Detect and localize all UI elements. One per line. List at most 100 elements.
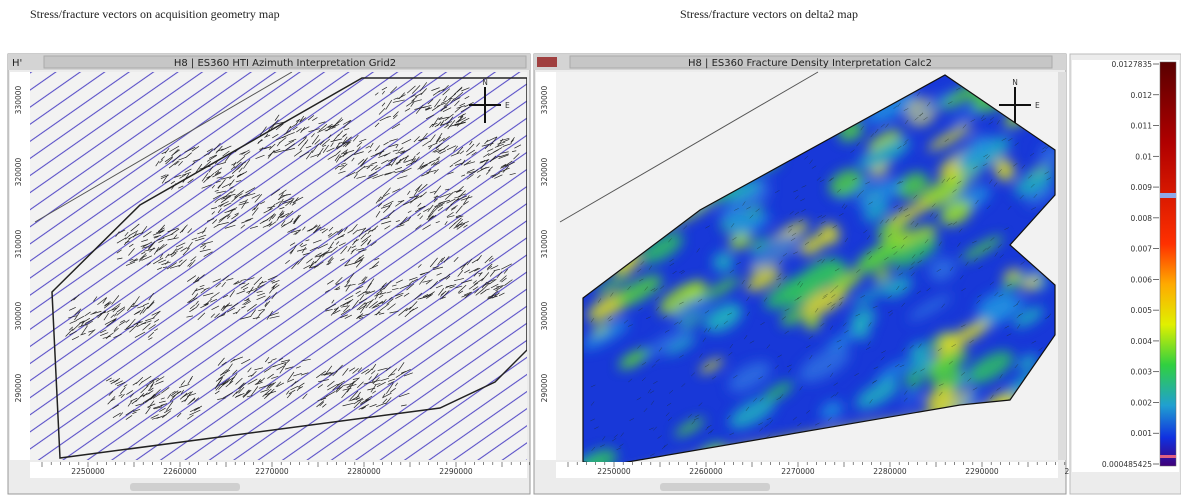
fracture-vector (481, 142, 494, 147)
fracture-vector (791, 232, 797, 236)
fracture-vector (832, 225, 837, 229)
fracture-vector (827, 363, 832, 368)
fracture-vector (766, 344, 771, 349)
scrollbar[interactable] (130, 483, 240, 491)
fracture-vector (202, 227, 207, 234)
fracture-vector (480, 289, 487, 295)
fracture-vector (417, 202, 422, 207)
fracture-vector (344, 314, 352, 319)
fracture-vector (162, 410, 172, 419)
density-blob (873, 269, 892, 283)
fracture-vector (377, 202, 383, 207)
fracture-vector (911, 261, 916, 266)
fracture-vector (195, 163, 203, 173)
fracture-vector (463, 161, 476, 166)
fracture-vector (254, 367, 264, 371)
fracture-vector (662, 315, 668, 319)
x-axis-strip (30, 462, 527, 478)
density-blob (1014, 168, 1054, 197)
fracture-vector (1014, 142, 1019, 146)
fracture-vector (1030, 183, 1035, 188)
fracture-vector (103, 312, 109, 321)
fracture-vector (313, 261, 324, 269)
fracture-vector (211, 184, 215, 189)
fracture-vector (444, 191, 454, 200)
fracture-vector (414, 292, 423, 300)
fracture-vector (425, 107, 433, 111)
y-tick-label: 300000 (540, 301, 549, 330)
fracture-vector (454, 162, 464, 166)
fracture-vector (776, 277, 782, 281)
fracture-vector (424, 107, 430, 110)
fracture-vector (221, 361, 227, 366)
fracture-vector (276, 365, 285, 371)
fracture-vector (143, 231, 152, 238)
fracture-vector (867, 341, 871, 346)
fracture-vector (371, 379, 381, 383)
density-blob (850, 307, 876, 329)
fracture-vector (297, 382, 305, 388)
fracture-vector (748, 284, 752, 289)
boundary-line (559, 71, 819, 223)
fracture-vector (1008, 138, 1013, 142)
fracture-vector (899, 364, 905, 368)
fracture-vector (335, 276, 343, 285)
fracture-vector (839, 301, 843, 307)
fracture-vector (474, 288, 479, 294)
scrollbar[interactable] (660, 483, 770, 491)
fracture-vector (343, 382, 354, 386)
fracture-vector (653, 426, 657, 431)
fracture-vector (333, 309, 341, 315)
fracture-vector (133, 259, 139, 262)
fracture-vector (355, 259, 363, 268)
fracture-vector (250, 309, 256, 317)
fracture-vector (972, 387, 978, 391)
fracture-vector (793, 189, 798, 193)
fracture-vector (455, 205, 463, 214)
fracture-vector (116, 249, 122, 254)
fracture-vector (314, 139, 321, 145)
menu-button[interactable]: H' (12, 58, 22, 69)
fracture-vector (844, 330, 849, 334)
fracture-vector (318, 379, 329, 383)
fracture-vector (418, 183, 428, 193)
fracture-vector (648, 265, 653, 270)
fracture-vector (271, 292, 277, 300)
fracture-vector (68, 326, 73, 331)
fracture-vector (226, 278, 234, 281)
fracture-vector (189, 304, 196, 310)
fracture-vector (464, 96, 470, 100)
fracture-vector (1045, 315, 1050, 320)
fracture-vector (218, 380, 227, 390)
fracture-vector (235, 308, 241, 315)
fracture-vector (420, 272, 426, 276)
fracture-vector (448, 222, 456, 229)
fracture-vector (788, 225, 793, 228)
fracture-vector (641, 362, 647, 366)
fracture-vector (271, 214, 277, 219)
fracture-vector (306, 258, 313, 264)
fracture-vector (365, 395, 373, 401)
fracture-vector (865, 346, 871, 350)
fracture-vector (1014, 364, 1019, 369)
fracture-vector (308, 128, 320, 133)
fracture-vector (257, 379, 261, 384)
fracture-vector (453, 86, 463, 95)
fracture-vector (342, 387, 352, 391)
fracture-vector (160, 174, 169, 180)
fracture-vector (326, 147, 335, 152)
fracture-vector (240, 224, 246, 229)
fracture-vector (264, 134, 271, 138)
menu-button[interactable] (537, 57, 557, 67)
fracture-vector (429, 257, 438, 268)
fracture-vector (816, 176, 821, 181)
fracture-vector (149, 377, 160, 383)
fracture-vector (360, 303, 368, 314)
fracture-vector (239, 200, 247, 204)
fracture-vector (967, 377, 972, 382)
scrollbar[interactable] (1058, 72, 1066, 460)
fracture-vector (504, 161, 515, 168)
fracture-vector (687, 414, 692, 418)
fracture-vector (381, 86, 388, 91)
fracture-vector (80, 333, 86, 336)
